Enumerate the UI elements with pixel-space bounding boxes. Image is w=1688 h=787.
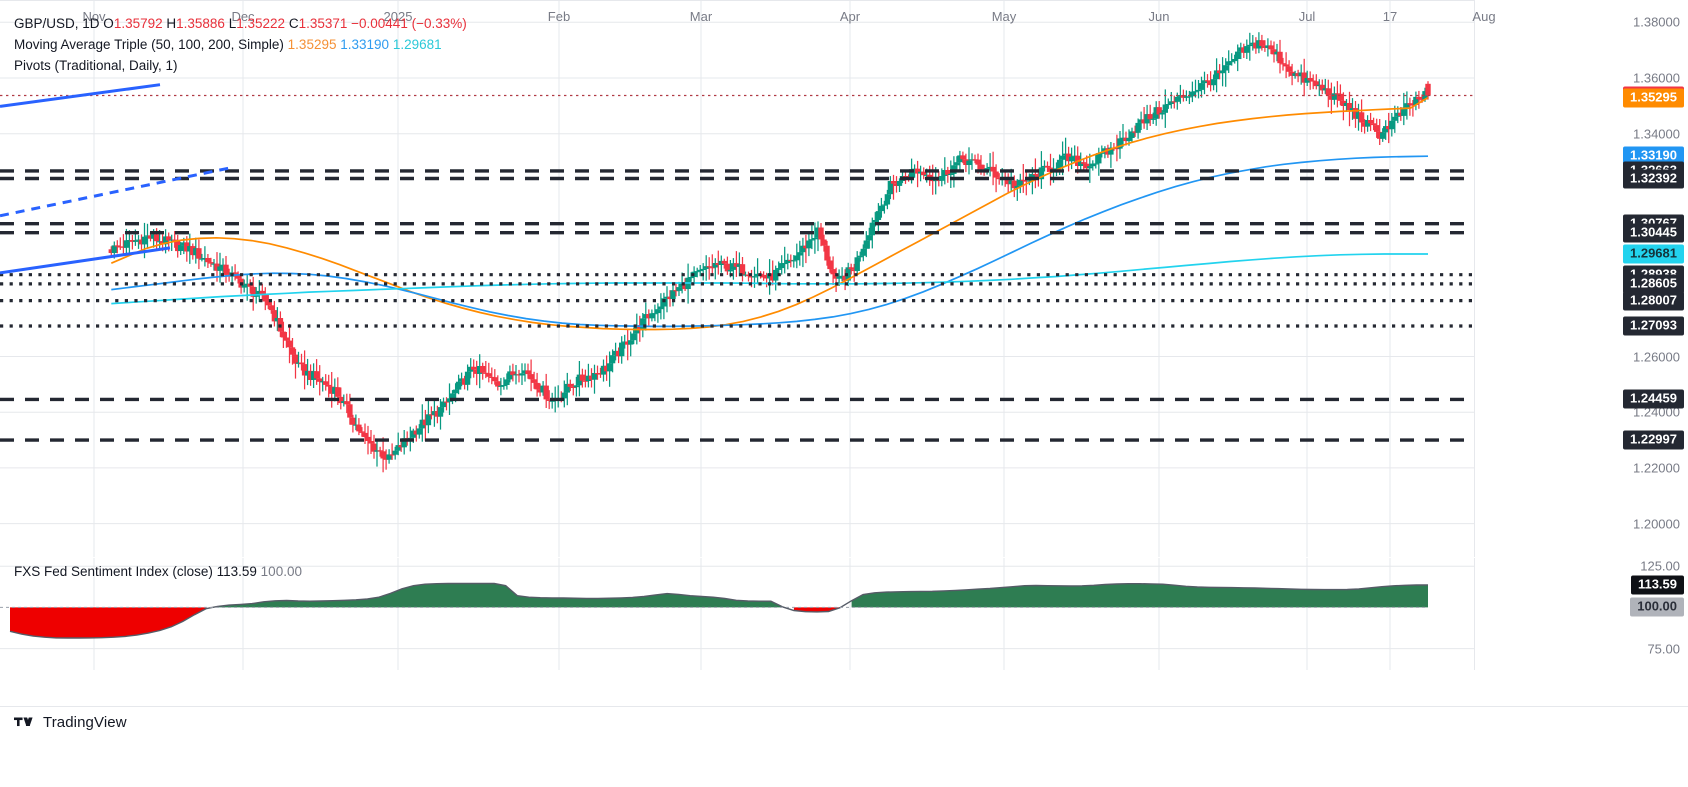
sentiment-area-negative: [10, 607, 840, 638]
tradingview-brand[interactable]: TradingView: [14, 714, 127, 731]
change-percent: (−0.33%): [411, 16, 467, 31]
time-tick-jul[interactable]: Jul: [1298, 9, 1316, 24]
open-label: O: [103, 16, 114, 31]
price-pane[interactable]: 1.38000 1.36000 1.34000 1.26000 1.24000 1.220…: [0, 0, 1688, 557]
symbol-label[interactable]: GBP/USD, 1D: [14, 16, 100, 31]
time-tick-mar[interactable]: Mar: [689, 9, 713, 24]
sentiment-tick: 125.00: [1640, 558, 1680, 574]
legend-pivots-row: Pivots (Traditional, Daily, 1): [14, 56, 467, 77]
time-tick-apr[interactable]: Apr: [839, 9, 861, 24]
ma-line-0: [110, 96, 1429, 331]
price-label-pivot-s6[interactable]: 1.24459: [1623, 389, 1684, 409]
sentiment-label-sentbase[interactable]: 100.00: [1630, 597, 1684, 617]
footer: TradingView: [0, 706, 1688, 787]
time-tick-jun[interactable]: Jun: [1148, 9, 1170, 24]
sentiment-plot-area[interactable]: [0, 558, 1474, 670]
chart-legend: GBP/USD, 1D O1.35792 H1.35886 L1.35222 C…: [14, 14, 467, 77]
sentiment-baseline-value: 100.00: [260, 564, 302, 579]
price-label-ma200[interactable]: 1.29681: [1623, 244, 1684, 264]
time-tick-nov[interactable]: Nov: [82, 9, 106, 24]
ma200-value: 1.29681: [392, 36, 442, 52]
time-tick-feb[interactable]: Feb: [547, 9, 571, 24]
time-tick-aug[interactable]: Aug: [1472, 9, 1496, 24]
ma100-value: 1.33190: [340, 36, 390, 52]
change-value: −0.00441: [351, 16, 408, 31]
price-tick: 1.26000: [1633, 349, 1680, 364]
price-label-pivot-s4[interactable]: 1.28007: [1623, 291, 1684, 311]
price-label-pivot-s1[interactable]: 1.30445: [1623, 223, 1684, 243]
time-axis[interactable]: Nov Dec 2025 Feb Mar Apr May Jun Jul 17 Aug: [0, 0, 1688, 36]
close-label: C: [288, 16, 299, 31]
price-label-pivot-s7[interactable]: 1.22997: [1623, 430, 1684, 450]
time-tick-may[interactable]: May: [991, 9, 1017, 24]
legend-ma-row: Moving Average Triple (50, 100, 200, Sim…: [14, 35, 467, 56]
sentiment-label-sentval[interactable]: 113.59: [1630, 575, 1684, 595]
price-label-pivot-s3[interactable]: 1.28605: [1623, 274, 1684, 294]
trendline-2: [0, 246, 171, 275]
price-tick: 1.22000: [1633, 460, 1680, 476]
tradingview-logo-icon: [14, 717, 33, 726]
price-label-ma100[interactable]: 1.33190: [1623, 146, 1684, 166]
price-axis[interactable]: 1.38000 1.36000 1.34000 1.26000 1.24000 1.220…: [1474, 0, 1688, 557]
sentiment-pane[interactable]: 125.00 75.00 113.59 100.00 FXS Fed Sentimen…: [0, 558, 1688, 670]
ma50-value: 1.35295: [287, 36, 337, 52]
sentiment-last-value: 113.59: [216, 564, 257, 579]
trendline-0: [0, 83, 161, 108]
sentiment-line: [9, 582, 1428, 639]
pivots-indicator-title[interactable]: Pivots (Traditional, Daily, 1): [14, 57, 178, 73]
price-tick: 1.38000: [1633, 14, 1680, 30]
price-label-ma50[interactable]: 1.35295: [1623, 88, 1684, 108]
high-label: H: [166, 16, 177, 31]
trendline-1: [0, 166, 231, 218]
price-tick: 1.36000: [1633, 70, 1680, 86]
open-value: 1.35792: [113, 16, 163, 31]
ma-indicator-title[interactable]: Moving Average Triple (50, 100, 200, Sim…: [14, 36, 284, 52]
high-value: 1.35886: [176, 16, 225, 31]
sentiment-legend: FXS Fed Sentiment Index (close) 113.59 1…: [14, 564, 302, 579]
legend-ohlc-row: GBP/USD, 1D O1.35792 H1.35886 L1.35222 C…: [14, 14, 467, 35]
price-label-pivot-s5[interactable]: 1.27093: [1623, 316, 1684, 336]
time-tick-17[interactable]: 17: [1382, 9, 1398, 24]
low-value: 1.35222: [236, 16, 286, 31]
sentiment-indicator-title[interactable]: FXS Fed Sentiment Index (close): [14, 564, 213, 579]
time-tick-dec[interactable]: Dec: [231, 9, 255, 24]
tradingview-brand-label: TradingView: [43, 714, 127, 731]
price-tick: 1.20000: [1633, 516, 1680, 532]
time-tick-2025[interactable]: 2025: [383, 9, 413, 24]
sentiment-axis[interactable]: 125.00 75.00 113.59 100.00: [1474, 558, 1688, 670]
price-plot-svg: [0, 0, 1474, 557]
price-label-pivot-r1[interactable]: 1.32392: [1623, 169, 1684, 188]
price-plot-area[interactable]: [0, 0, 1474, 557]
price-tick: 1.34000: [1633, 126, 1680, 142]
low-label: L: [228, 16, 237, 31]
close-value: 1.35371: [298, 16, 348, 31]
sentiment-area-positive: [217, 583, 1428, 608]
sentiment-plot-svg: [0, 558, 1474, 670]
candles: [108, 32, 1431, 473]
sentiment-tick: 75.00: [1647, 641, 1680, 657]
